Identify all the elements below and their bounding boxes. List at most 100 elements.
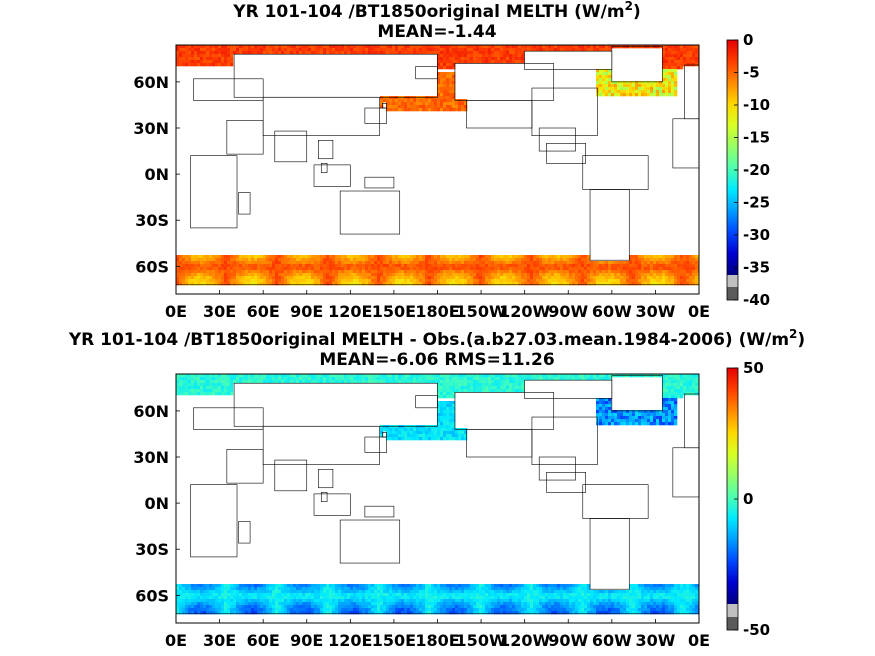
heatmap-cell xyxy=(440,437,444,441)
heatmap-cell xyxy=(671,410,675,414)
heatmap-cell xyxy=(668,587,672,591)
heatmap-cell xyxy=(215,380,219,384)
heatmap-cell xyxy=(611,84,615,88)
heatmap-cell xyxy=(629,596,633,600)
heatmap-cell xyxy=(491,374,495,378)
heatmap-cell xyxy=(593,377,597,381)
heatmap-cell xyxy=(422,596,426,600)
heatmap-cell xyxy=(440,383,444,387)
heatmap-cell xyxy=(689,599,693,603)
heatmap-cell xyxy=(680,386,684,390)
heatmap-cell xyxy=(656,270,660,274)
heatmap-cell xyxy=(689,389,693,393)
heatmap-cell xyxy=(671,78,675,82)
heatmap-cell xyxy=(368,596,372,600)
heatmap-cell xyxy=(431,599,435,603)
heatmap-cell xyxy=(596,410,600,414)
heatmap-cell xyxy=(245,602,249,606)
heatmap-cell xyxy=(566,599,570,603)
heatmap-cell xyxy=(398,584,402,588)
heatmap-cell xyxy=(422,48,426,52)
heatmap-cell xyxy=(662,401,666,405)
heatmap-cell xyxy=(443,428,447,432)
heatmap-cell xyxy=(218,57,222,61)
heatmap-cell xyxy=(386,96,390,100)
heatmap-cell xyxy=(644,93,648,97)
heatmap-cell xyxy=(365,264,369,268)
heatmap-cell xyxy=(461,383,465,387)
heatmap-cell xyxy=(224,51,228,55)
heatmap-cell xyxy=(398,108,402,112)
heatmap-cell xyxy=(179,599,183,603)
heatmap-cell xyxy=(479,273,483,277)
heatmap-cell xyxy=(677,584,681,588)
heatmap-cell xyxy=(179,584,183,588)
heatmap-cell xyxy=(368,380,372,384)
heatmap-cell xyxy=(179,267,183,271)
heatmap-cell xyxy=(620,87,624,91)
heatmap-cell xyxy=(347,267,351,271)
heatmap-cell xyxy=(641,419,645,423)
heatmap-cell xyxy=(584,584,588,588)
heatmap-cell xyxy=(362,264,366,268)
heatmap-cell xyxy=(386,258,390,262)
heatmap-cell xyxy=(470,386,474,390)
heatmap-cell xyxy=(524,270,528,274)
heatmap-cell xyxy=(587,590,591,594)
heatmap-cell xyxy=(194,584,198,588)
heatmap-cell xyxy=(206,593,210,597)
heatmap-cell xyxy=(389,596,393,600)
heatmap-cell xyxy=(572,587,576,591)
heatmap-cell xyxy=(602,377,606,381)
heatmap-cell xyxy=(260,584,264,588)
heatmap-cell xyxy=(680,587,684,591)
heatmap-cell xyxy=(521,593,525,597)
heatmap-cell xyxy=(377,377,381,381)
heatmap-cell xyxy=(302,279,306,283)
heatmap-cell xyxy=(395,261,399,265)
heatmap-cell xyxy=(692,270,696,274)
heatmap-cell xyxy=(284,45,288,49)
heatmap-cell xyxy=(275,374,279,378)
heatmap-cell xyxy=(404,270,408,274)
heatmap-cell xyxy=(608,590,612,594)
heatmap-cell xyxy=(401,596,405,600)
heatmap-cell xyxy=(554,587,558,591)
heatmap-cell xyxy=(359,51,363,55)
heatmap-cell xyxy=(335,590,339,594)
heatmap-cell xyxy=(665,407,669,411)
heatmap-cell xyxy=(425,276,429,280)
heatmap-cell xyxy=(380,599,384,603)
heatmap-cell xyxy=(482,596,486,600)
heatmap-cell xyxy=(341,593,345,597)
heatmap-cell xyxy=(638,422,642,426)
heatmap-cell xyxy=(422,437,426,441)
heatmap-cell xyxy=(635,419,639,423)
heatmap-cell xyxy=(326,48,330,52)
heatmap-cell xyxy=(257,273,261,277)
heatmap-cell xyxy=(347,590,351,594)
heatmap-cell xyxy=(479,261,483,265)
heatmap-cell xyxy=(647,261,651,265)
heatmap-cell xyxy=(212,593,216,597)
heatmap-cell xyxy=(266,374,270,378)
heatmap-cell xyxy=(374,258,378,262)
heatmap-cell xyxy=(512,374,516,378)
heatmap-cell xyxy=(239,587,243,591)
heatmap-cell xyxy=(437,78,441,82)
heatmap-cell xyxy=(665,48,669,52)
heatmap-cell xyxy=(371,51,375,55)
heatmap-cell xyxy=(494,264,498,268)
heatmap-cell xyxy=(443,261,447,265)
heatmap-cell xyxy=(266,45,270,49)
heatmap-cell xyxy=(596,401,600,405)
heatmap-cell xyxy=(683,383,687,387)
heatmap-cell xyxy=(587,596,591,600)
x-tick-label: 120W xyxy=(499,302,550,321)
heatmap-cell xyxy=(614,593,618,597)
heatmap-cell xyxy=(638,593,642,597)
heatmap-cell xyxy=(647,419,651,423)
heatmap-cell xyxy=(296,270,300,274)
heatmap-cell xyxy=(413,51,417,55)
heatmap-cell xyxy=(680,63,684,67)
